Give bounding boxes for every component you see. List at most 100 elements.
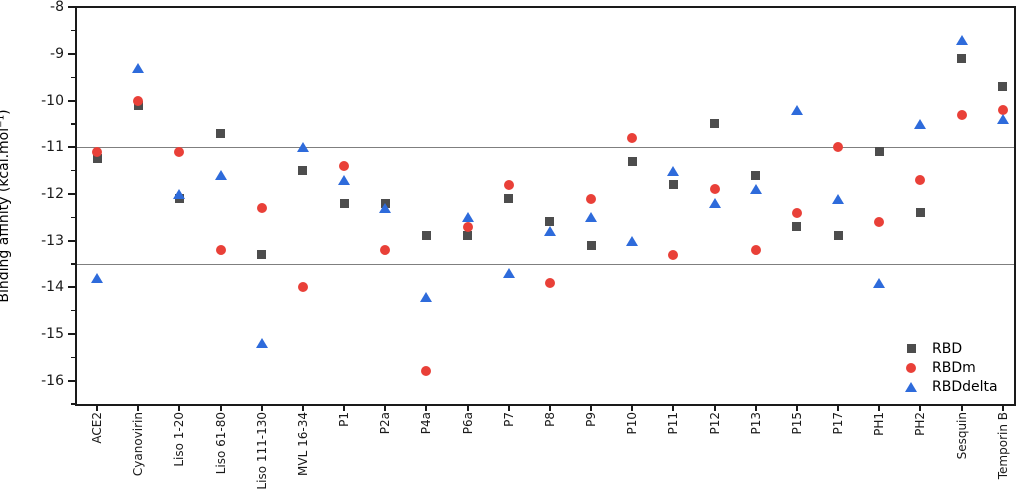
data-point-RBDdelta	[338, 174, 351, 185]
legend-label-RBDm: RBDm	[932, 359, 976, 376]
y-axis-tick-label: -8	[50, 0, 64, 16]
x-axis-tick-label-text: Sesquin	[954, 412, 969, 460]
x-axis-tick-label-text: P1	[337, 412, 352, 427]
data-point-RBDdelta	[749, 184, 762, 195]
x-axis-tick-label-text: P9	[584, 412, 599, 427]
x-axis-tick	[919, 405, 922, 411]
data-point-RBDm	[174, 146, 185, 157]
x-axis-tick	[713, 405, 716, 411]
x-axis-tick-label-text: P10	[625, 412, 640, 435]
x-axis-tick	[1001, 405, 1004, 411]
x-axis-tick	[466, 405, 469, 411]
y-axis-minor-tick	[71, 216, 75, 219]
data-point-RBDdelta	[667, 165, 680, 176]
y-axis-tick-label: -15	[41, 325, 64, 342]
data-point-RBDm	[133, 95, 144, 106]
y-axis-major-tick	[68, 239, 75, 242]
square-icon	[906, 344, 916, 353]
x-axis-tick	[878, 405, 881, 411]
x-axis-tick-label-text: Cyanovirin	[131, 412, 146, 477]
data-point-RBD	[710, 119, 720, 129]
data-point-RBD	[298, 166, 308, 176]
legend-row-RBD: RBD	[898, 339, 998, 358]
data-point-RBD	[257, 250, 267, 260]
x-axis-tick-label-text: Liso 111-130	[254, 412, 269, 490]
x-axis-tick	[384, 405, 387, 411]
x-axis-tick-label-text: PH2	[913, 412, 928, 436]
data-point-RBDdelta	[585, 212, 598, 223]
y-axis-tick-label: -14	[41, 279, 64, 296]
y-axis-tick-label: -11	[41, 139, 64, 156]
legend-row-RBDdelta: RBDdelta	[898, 377, 998, 396]
data-point-RBD	[504, 194, 514, 204]
data-point-RBD	[874, 147, 884, 157]
legend-marker-circle-icon	[898, 362, 924, 373]
data-point-RBDm	[462, 221, 473, 232]
data-point-RBDm	[750, 244, 761, 255]
x-axis-tick-label-text: P4a	[419, 412, 434, 435]
x-axis-tick-label-text: P15	[789, 412, 804, 435]
data-point-RBDdelta	[132, 62, 145, 73]
data-point-RBD	[998, 82, 1008, 92]
x-axis-tick-label-text: P8	[542, 412, 557, 427]
y-axis-major-tick	[68, 6, 75, 9]
x-axis-tick	[837, 405, 840, 411]
x-axis-tick-label-text: Liso 1-20	[172, 412, 187, 467]
data-point-RBDdelta	[543, 226, 556, 237]
x-axis-tick-label-text: MVL 16-34	[295, 412, 310, 476]
circle-icon	[906, 362, 916, 373]
x-axis-tick-label-text: P17	[831, 412, 846, 435]
reference-line	[77, 263, 1014, 265]
triangle-icon	[905, 381, 917, 392]
data-point-RBDdelta	[379, 202, 392, 213]
reference-line	[77, 147, 1014, 149]
data-point-RBD	[915, 208, 925, 218]
data-point-RBDdelta	[914, 118, 927, 129]
x-axis-tick-label-text: P11	[666, 412, 681, 435]
y-axis-major-tick	[68, 286, 75, 289]
y-axis-tick-label: -16	[41, 372, 64, 389]
y-axis-title-text: Binding affinity (kcal.mol⁻¹)	[0, 109, 12, 303]
x-axis-tick	[425, 405, 428, 411]
data-point-RBDm	[956, 109, 967, 120]
data-point-RBDm	[791, 207, 802, 218]
y-axis-tick-label: -13	[41, 232, 64, 249]
y-axis-major-tick	[68, 52, 75, 55]
x-axis-tick	[631, 405, 634, 411]
x-axis-tick-label-text: P2a	[378, 412, 393, 435]
data-point-RBDm	[915, 174, 926, 185]
data-point-RBDdelta	[708, 198, 721, 209]
x-axis-tick	[260, 405, 263, 411]
data-point-RBDm	[709, 184, 720, 195]
x-axis-tick-label-text: P12	[707, 412, 722, 435]
x-axis-tick	[590, 405, 593, 411]
data-point-RBDdelta	[790, 104, 803, 115]
data-point-RBDm	[627, 132, 638, 143]
y-axis-major-tick	[68, 379, 75, 382]
x-axis-tick-label-text: P6a	[460, 412, 475, 435]
y-axis-minor-tick	[71, 356, 75, 359]
legend-label-RBDdelta: RBDdelta	[932, 378, 998, 395]
x-axis-tick-label-text: Liso 61-80	[213, 412, 228, 475]
x-axis-tick	[548, 405, 551, 411]
data-point-RBDdelta	[461, 212, 474, 223]
y-axis-minor-tick	[71, 76, 75, 79]
data-point-RBD	[92, 154, 102, 164]
x-axis-tick-label-text: P7	[501, 412, 516, 427]
data-point-RBDm	[421, 366, 432, 377]
legend-row-RBDm: RBDm	[898, 358, 998, 377]
data-point-RBDm	[380, 244, 391, 255]
data-point-RBDdelta	[91, 272, 103, 283]
x-axis-tick	[219, 405, 222, 411]
data-point-RBDdelta	[420, 291, 433, 302]
x-axis-tick-label-text: PH1	[872, 412, 887, 436]
plot-area	[75, 6, 1016, 406]
data-point-RBDm	[544, 277, 555, 288]
data-point-RBDm	[339, 160, 350, 171]
data-point-RBDdelta	[996, 114, 1009, 125]
y-axis-minor-tick	[71, 403, 75, 405]
y-axis-minor-tick	[71, 123, 75, 125]
legend-marker-square-icon	[898, 344, 924, 353]
data-point-RBD	[545, 217, 555, 227]
